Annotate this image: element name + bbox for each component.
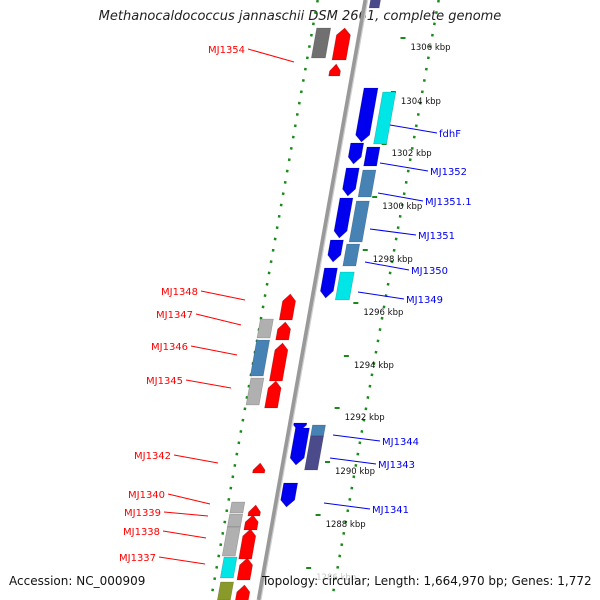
gene-glyph-MJ1342 bbox=[252, 462, 266, 474]
gene-label-MJ1348: MJ1348 bbox=[161, 287, 198, 298]
gene-leader-line bbox=[364, 261, 410, 271]
gene-label-MJ1354: MJ1354 bbox=[208, 45, 245, 56]
gene-leader-line bbox=[377, 192, 424, 202]
gene-glyph bbox=[331, 27, 351, 61]
gene-glyph bbox=[342, 167, 360, 197]
kbp-tick-label: 1290 kbp bbox=[335, 467, 375, 477]
genome-title: Methanocaldococcus jannaschii DSM 2661, … bbox=[98, 9, 502, 24]
gene-glyph-MJ1338 bbox=[221, 526, 241, 557]
gene-glyph bbox=[333, 197, 354, 239]
gene-leader-line bbox=[389, 124, 438, 134]
gene-label-MJ1352: MJ1352 bbox=[430, 167, 467, 178]
kbp-tick-label: 1306 kbp bbox=[410, 43, 450, 53]
gene-glyph-MJ1349 bbox=[334, 271, 355, 301]
gene-glyph-MJ1347 bbox=[275, 321, 291, 341]
gene-glyph bbox=[373, 91, 397, 145]
inner-track-dots bbox=[209, 0, 319, 600]
gene-glyph bbox=[363, 146, 381, 167]
gene-glyph-MJ1339 bbox=[227, 513, 244, 528]
gene-leader-line bbox=[190, 345, 238, 356]
gene-glyph-MJ1344 bbox=[289, 427, 310, 466]
gene-leader-line bbox=[200, 290, 246, 301]
gene-glyph bbox=[243, 514, 259, 531]
gene-label-MJ1337: MJ1337 bbox=[119, 553, 156, 564]
gene-glyph bbox=[245, 377, 265, 406]
gene-glyph bbox=[235, 584, 251, 600]
gene-glyph bbox=[310, 424, 326, 437]
gene-glyph bbox=[256, 318, 274, 339]
gene-label-MJ1350: MJ1350 bbox=[411, 266, 448, 277]
gene-leader-line bbox=[329, 457, 377, 465]
gene-label-MJ1339: MJ1339 bbox=[124, 508, 161, 519]
gene-glyph-MJ1343 bbox=[304, 435, 324, 471]
gene-label-MJ1340: MJ1340 bbox=[128, 490, 165, 501]
gene-glyph bbox=[238, 528, 257, 560]
gene-glyph bbox=[310, 27, 332, 59]
kbp-tick-label: 1286 kbp bbox=[316, 573, 356, 583]
gene-leader-line bbox=[158, 556, 206, 565]
gene-label-MJ1341: MJ1341 bbox=[372, 505, 409, 516]
gene-glyph-MJ1341 bbox=[280, 482, 299, 508]
gene-glyph bbox=[269, 342, 289, 382]
kbp-tick-label: 1300 kbp bbox=[382, 202, 422, 212]
gene-glyph-fdhF bbox=[355, 87, 379, 143]
gene-glyph bbox=[247, 504, 261, 517]
gene-label-MJ1346: MJ1346 bbox=[151, 342, 188, 353]
kbp-tick-label: 1294 kbp bbox=[354, 361, 394, 371]
genome-backbone-highlight bbox=[260, 0, 369, 600]
gene-label-MJ1342: MJ1342 bbox=[134, 451, 171, 462]
gene-glyph-MJ1345 bbox=[264, 380, 282, 409]
kbp-tick-label: 1288 kbp bbox=[326, 520, 366, 530]
gene-glyph-MJ1346 bbox=[249, 339, 271, 377]
gene-glyph-MJ1337 bbox=[219, 556, 238, 579]
gene-leader-line bbox=[163, 511, 209, 517]
gene-glyph-MJ1352 bbox=[347, 142, 365, 165]
gene-glyph-MJ1351 bbox=[348, 200, 370, 243]
gene-glyph-MJ1348 bbox=[278, 293, 296, 321]
kbp-tick-label: 1298 kbp bbox=[373, 255, 413, 265]
gene-leader-line bbox=[195, 313, 242, 326]
gene-glyph bbox=[236, 557, 253, 581]
kbp-tick-label: 1292 kbp bbox=[345, 413, 385, 423]
gene-glyph-MJ1351.1 bbox=[357, 169, 377, 198]
kbp-tick-label: 1296 kbp bbox=[363, 308, 403, 318]
gene-label-MJ1344: MJ1344 bbox=[382, 437, 419, 448]
gene-label-MJ1347: MJ1347 bbox=[156, 310, 193, 321]
kbp-tick-label: 1304 kbp bbox=[401, 97, 441, 107]
gene-leader-line bbox=[167, 493, 211, 505]
gene-leader-line bbox=[357, 291, 405, 300]
topology-label: Topology: circular; Length: 1,664,970 bp… bbox=[262, 574, 592, 588]
outer-track-dots bbox=[330, 0, 440, 600]
gene-label-MJ1345: MJ1345 bbox=[146, 376, 183, 387]
gene-glyph bbox=[327, 239, 344, 263]
gene-label-MJ1343: MJ1343 bbox=[378, 460, 415, 471]
gene-glyph-MJ1354 bbox=[328, 63, 341, 77]
gene-label-fdhF: fdhF bbox=[439, 129, 461, 140]
gene-glyph-MJ1340 bbox=[229, 501, 246, 514]
gene-leader-line bbox=[162, 530, 207, 539]
gene-leader-line bbox=[369, 228, 417, 236]
gene-glyph bbox=[368, 0, 381, 9]
gene-label-MJ1351.1: MJ1351.1 bbox=[425, 197, 472, 208]
gene-leader-line bbox=[173, 454, 219, 464]
gene-glyph-MJ1350 bbox=[342, 243, 361, 267]
gene-label-MJ1338: MJ1338 bbox=[123, 527, 160, 538]
gene-label-MJ1351: MJ1351 bbox=[418, 231, 455, 242]
gene-leader-line bbox=[379, 162, 429, 172]
gene-label-MJ1349: MJ1349 bbox=[406, 295, 443, 306]
gene-glyph bbox=[217, 581, 234, 600]
kbp-tick-label: 1302 kbp bbox=[392, 149, 432, 159]
gene-leader-line bbox=[247, 48, 295, 63]
accession-label: Accession: NC_000909 bbox=[9, 574, 146, 588]
gene-glyph bbox=[320, 267, 338, 299]
gene-leader-line bbox=[323, 502, 371, 510]
gene-leader-line bbox=[332, 434, 381, 442]
genome-backbone bbox=[256, 0, 368, 600]
gene-leader-line bbox=[185, 379, 232, 389]
